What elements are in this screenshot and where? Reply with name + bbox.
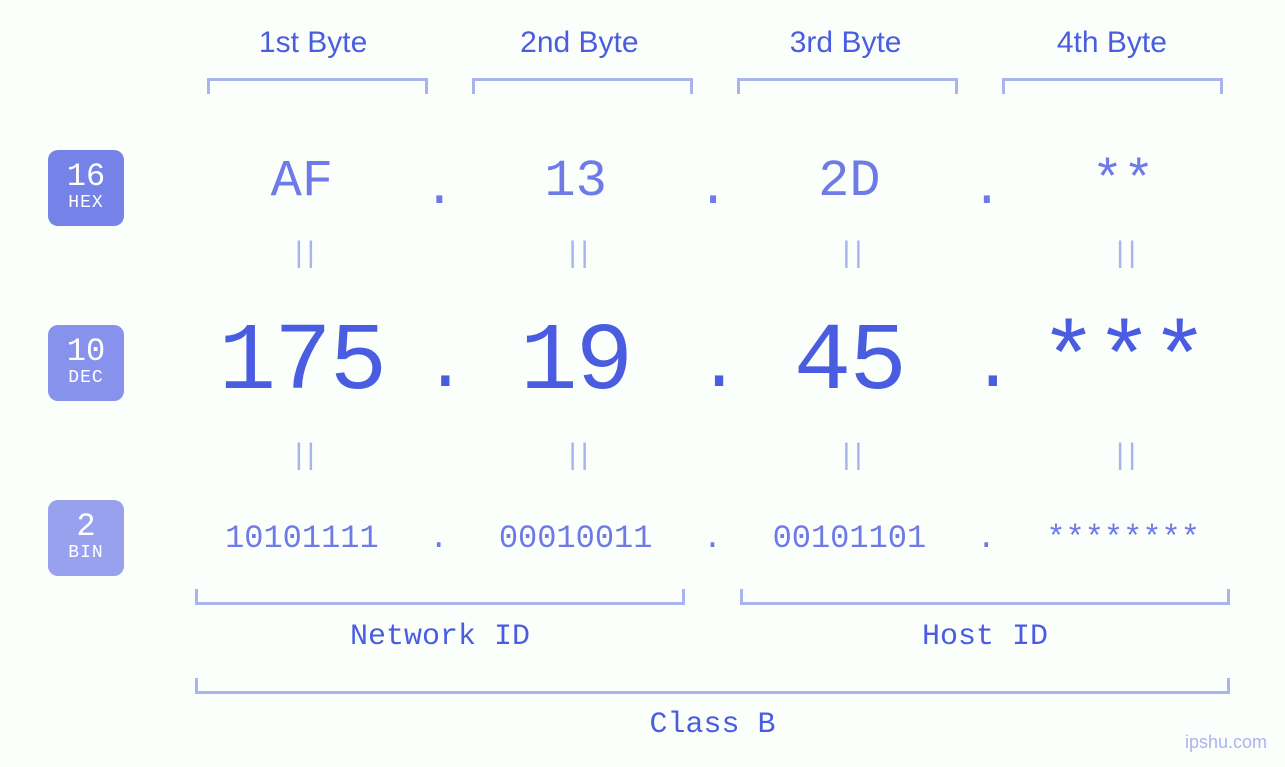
bracket-icon	[462, 78, 703, 98]
hex-byte-1: AF	[180, 152, 424, 211]
byte-brackets	[185, 78, 1245, 98]
badge-dec: 10 DEC	[48, 325, 124, 401]
dot-separator: .	[971, 520, 1001, 557]
dec-byte-4: ***	[1001, 308, 1245, 417]
bin-byte-1: 10101111	[180, 520, 424, 557]
byte-header-2: 2nd Byte	[446, 26, 712, 60]
bracket-icon	[197, 78, 438, 98]
equals-icon: ||	[454, 440, 698, 474]
hex-byte-3: 2D	[728, 152, 972, 211]
equals-icon: ||	[728, 238, 972, 272]
dec-byte-1: 175	[180, 308, 424, 417]
equals-row-2: || || || ||	[180, 440, 1245, 474]
host-id-bracket-icon	[740, 585, 1230, 605]
badge-bin: 2 BIN	[48, 500, 124, 576]
dec-row: 175 . 19 . 45 . ***	[180, 308, 1245, 417]
bracket-icon	[727, 78, 968, 98]
network-id-bracket-icon	[195, 585, 685, 605]
hex-byte-2: 13	[454, 152, 698, 211]
badge-dec-base: 10	[67, 336, 105, 368]
dot-separator: .	[698, 326, 728, 435]
bin-row: 10101111 . 00010011 . 00101101 . *******…	[180, 520, 1245, 557]
equals-icon: ||	[180, 238, 424, 272]
badge-hex: 16 HEX	[48, 150, 124, 226]
equals-icon: ||	[180, 440, 424, 474]
badge-dec-label: DEC	[68, 368, 103, 390]
badge-hex-label: HEX	[68, 193, 103, 215]
bin-byte-2: 00010011	[454, 520, 698, 557]
watermark: ipshu.com	[1185, 732, 1267, 753]
network-id-label: Network ID	[195, 620, 685, 654]
equals-icon: ||	[454, 238, 698, 272]
bracket-icon	[992, 78, 1233, 98]
byte-header-3: 3rd Byte	[713, 26, 979, 60]
hex-row: AF . 13 . 2D . **	[180, 152, 1245, 211]
class-bracket-icon	[195, 674, 1230, 694]
bin-byte-3: 00101101	[728, 520, 972, 557]
dot-separator: .	[698, 160, 728, 219]
class-label: Class B	[195, 708, 1230, 742]
equals-icon: ||	[1001, 238, 1245, 272]
dot-separator: .	[698, 520, 728, 557]
hex-byte-4: **	[1001, 152, 1245, 211]
badge-bin-base: 2	[76, 511, 95, 543]
badge-bin-label: BIN	[68, 543, 103, 565]
equals-icon: ||	[1001, 440, 1245, 474]
byte-header-4: 4th Byte	[979, 26, 1245, 60]
dot-separator: .	[971, 326, 1001, 435]
badge-hex-base: 16	[67, 161, 105, 193]
byte-header-1: 1st Byte	[180, 26, 446, 60]
equals-row-1: || || || ||	[180, 238, 1245, 272]
equals-icon: ||	[728, 440, 972, 474]
dot-separator: .	[971, 160, 1001, 219]
dot-separator: .	[424, 326, 454, 435]
bin-byte-4: ********	[1001, 520, 1245, 557]
dot-separator: .	[424, 160, 454, 219]
host-id-label: Host ID	[740, 620, 1230, 654]
dec-byte-3: 45	[728, 308, 972, 417]
dot-separator: .	[424, 520, 454, 557]
byte-headers: 1st Byte 2nd Byte 3rd Byte 4th Byte	[180, 26, 1245, 60]
dec-byte-2: 19	[454, 308, 698, 417]
